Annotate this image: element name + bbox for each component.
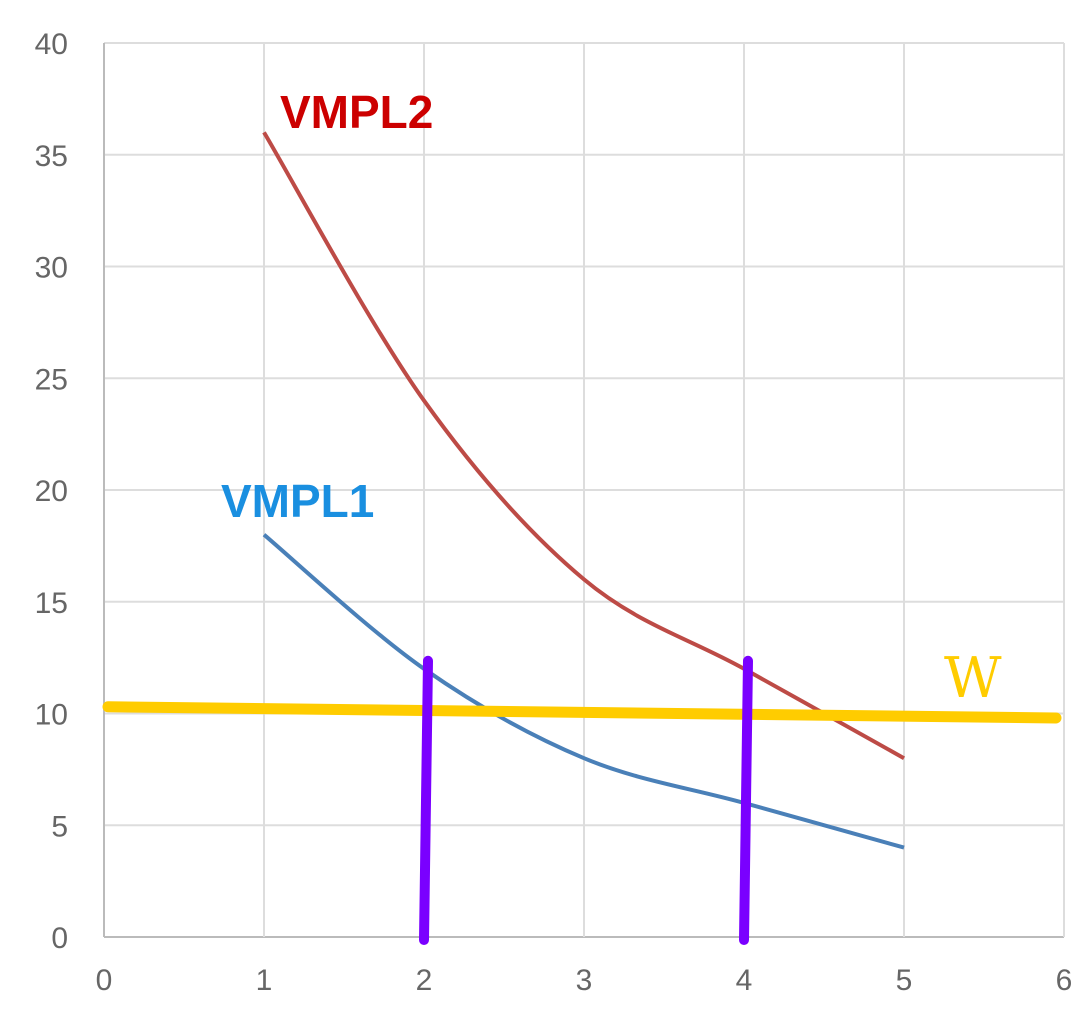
y-tick-label: 40 <box>35 28 68 61</box>
vertical-marker-x2 <box>419 655 433 945</box>
series-lines <box>262 131 905 850</box>
tick-labels: 0 5 10 15 20 25 30 35 40 0 1 2 3 4 5 6 <box>35 28 1073 997</box>
x-tick-label: 1 <box>256 964 273 997</box>
annotations <box>102 655 1062 945</box>
y-tick-label: 10 <box>35 699 68 732</box>
x-tick-label: 0 <box>96 964 113 997</box>
y-tick-label: 35 <box>35 140 68 173</box>
wage-label: W <box>944 646 1002 711</box>
series-label-vmpl1: VMPL1 <box>221 475 374 527</box>
x-tick-label: 5 <box>896 964 913 997</box>
y-tick-label: 20 <box>35 475 68 508</box>
vertical-marker-x4 <box>739 655 753 945</box>
y-tick-label: 25 <box>35 363 68 396</box>
y-tick-label: 0 <box>51 922 68 955</box>
series-label-vmpl2: VMPL2 <box>280 86 433 138</box>
series-line-vmpl1 <box>262 533 905 850</box>
x-tick-label: 2 <box>416 964 433 997</box>
y-tick-label: 30 <box>35 252 68 285</box>
x-tick-label: 3 <box>576 964 593 997</box>
y-tick-label: 15 <box>35 587 68 620</box>
y-tick-label: 5 <box>51 810 68 843</box>
series-line-vmpl2 <box>262 131 905 760</box>
x-tick-label: 4 <box>736 964 753 997</box>
wage-line <box>102 701 1062 724</box>
x-tick-label: 6 <box>1056 964 1073 997</box>
